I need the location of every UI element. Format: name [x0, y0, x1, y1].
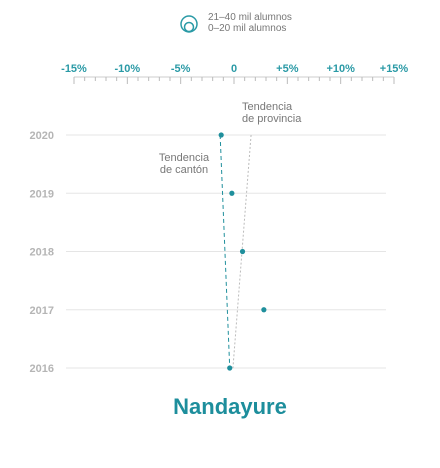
x-tick-label: +5%	[276, 63, 299, 75]
province-trend-label-line1: Tendencia	[242, 101, 293, 113]
grid: 2020 2019 2018 2017 2016	[30, 130, 386, 375]
canton-trend-label-line2: de cantón	[160, 164, 208, 176]
chart-title: Nandayure	[173, 394, 287, 419]
canton-trend-line	[219, 134, 231, 369]
x-tick-label: +15%	[380, 63, 409, 75]
x-tick-label: +10%	[326, 63, 355, 75]
legend-text: 21–40 mil alumnos 0–20 mil alumnos	[208, 12, 292, 34]
nested-circles-icon	[180, 15, 198, 33]
y-tick-label: 2017	[30, 305, 54, 317]
data-point	[229, 190, 235, 196]
x-tick-label: 0	[231, 63, 237, 75]
y-tick-label: 2019	[30, 188, 54, 200]
legend-label-small: 0–20 mil alumnos	[208, 23, 287, 34]
legend: 21–40 mil alumnos 0–20 mil alumnos	[180, 12, 292, 35]
x-tick-label: -5%	[171, 63, 191, 75]
legend-label-large: 21–40 mil alumnos	[208, 12, 292, 23]
y-tick-label: 2016	[30, 363, 54, 375]
data-point	[261, 307, 267, 313]
data-point	[218, 132, 224, 138]
y-tick-label: 2020	[30, 130, 54, 142]
data-point	[239, 248, 246, 255]
x-tick-label: -10%	[114, 63, 140, 75]
canton-trend-label-line1: Tendencia	[159, 152, 210, 164]
data-point	[227, 365, 233, 371]
data-points	[218, 132, 267, 371]
x-axis: -15% -10% -5% 0 +5% +10% +15%	[61, 63, 408, 84]
y-tick-label: 2018	[30, 247, 54, 259]
province-trend-label-line2: de provincia	[242, 113, 302, 125]
x-tick-label: -15%	[61, 63, 87, 75]
